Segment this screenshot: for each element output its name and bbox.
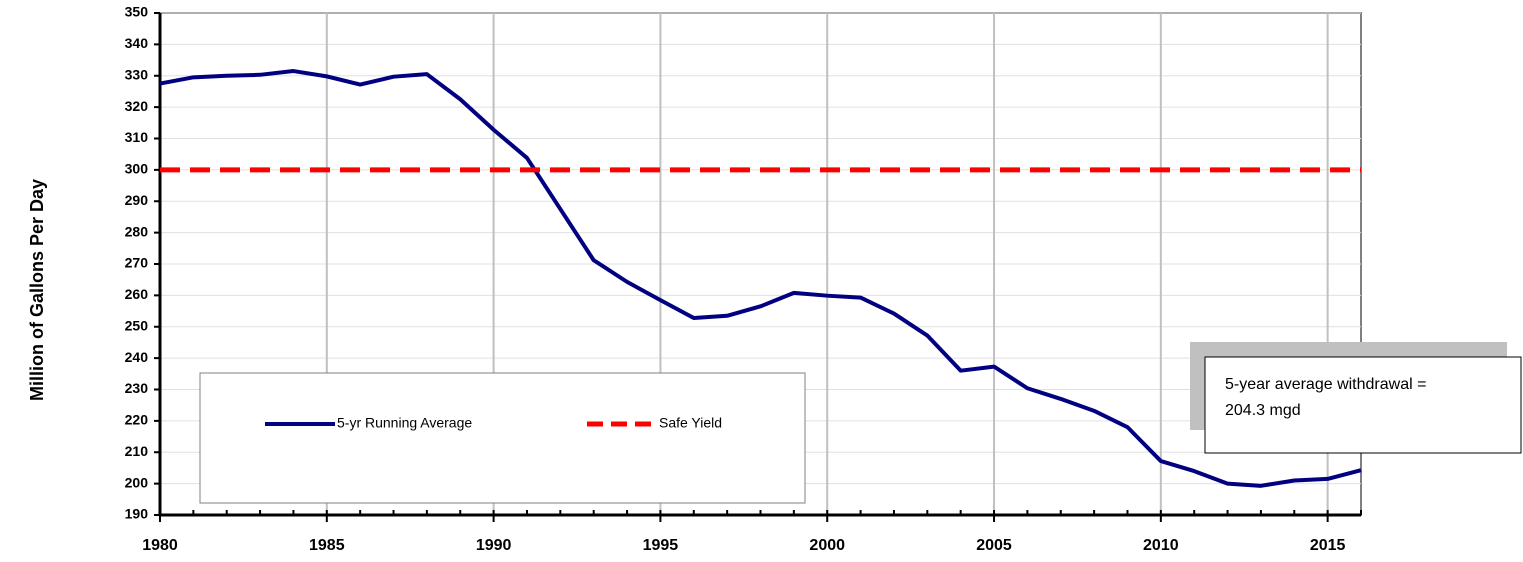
annotation-box [1204, 356, 1522, 454]
y-tick-label: 320 [125, 98, 149, 114]
series-line [159, 69, 1362, 488]
legend [199, 372, 806, 504]
y-tick-label: 350 [125, 4, 149, 20]
y-tick-label: 270 [125, 255, 149, 271]
y-tick-label: 210 [125, 443, 149, 459]
y-tick-label: 260 [125, 286, 149, 302]
y-tick-label: 230 [125, 380, 149, 396]
y-tick-label: 250 [125, 317, 149, 333]
y-tick-label: 310 [125, 129, 149, 145]
x-tick-label: 1990 [476, 537, 512, 554]
x-tick-label: 2005 [976, 537, 1012, 554]
x-tick-label: 1985 [309, 537, 345, 554]
x-tick-label: 1995 [643, 537, 679, 554]
legend-label: 5-yr Running Average [337, 415, 472, 431]
y-tick-label: 220 [125, 412, 149, 428]
y-tick-label: 340 [125, 35, 149, 51]
y-tick-label: 200 [125, 474, 149, 490]
y-axis-label: Million of Gallons Per Day [27, 179, 47, 401]
y-tick-label: 190 [125, 506, 149, 522]
annotation-text: 5-year average withdrawal = [1225, 376, 1426, 393]
y-tick-label: 280 [125, 223, 149, 239]
y-tick-label: 290 [125, 192, 149, 208]
y-tick-label: 330 [125, 66, 149, 82]
x-tick-label: 2010 [1143, 537, 1179, 554]
legend-label: Safe Yield [659, 415, 722, 431]
annotation-text: 204.3 mgd [1225, 402, 1301, 419]
x-tick-label: 2000 [809, 537, 845, 554]
y-tick-label: 240 [125, 349, 149, 365]
x-tick-label: 2015 [1310, 537, 1346, 554]
x-tick-label: 1980 [142, 537, 178, 554]
y-tick-label: 300 [125, 161, 149, 177]
